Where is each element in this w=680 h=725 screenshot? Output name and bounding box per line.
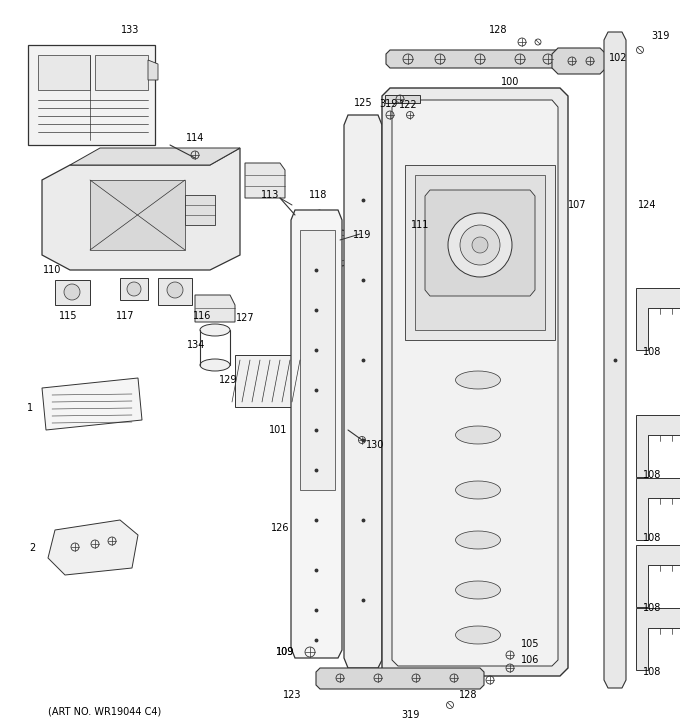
Text: 100: 100 [500,77,520,87]
Text: 119: 119 [353,230,371,240]
Text: 319: 319 [379,99,397,109]
Circle shape [472,237,488,253]
Text: 108: 108 [643,347,661,357]
Ellipse shape [456,626,500,644]
Text: 116: 116 [193,311,211,321]
Polygon shape [42,148,240,270]
Ellipse shape [456,426,500,444]
Polygon shape [604,32,626,688]
Text: 124: 124 [638,200,656,210]
Text: 130: 130 [366,440,384,450]
Ellipse shape [456,581,500,599]
Text: 106: 106 [521,655,539,665]
Text: 114: 114 [186,133,204,143]
Polygon shape [415,175,545,330]
Polygon shape [552,48,606,74]
Polygon shape [38,55,90,90]
Polygon shape [185,195,215,225]
Text: 2: 2 [29,543,35,553]
Polygon shape [636,415,680,477]
Circle shape [387,247,403,263]
Polygon shape [379,235,394,251]
Text: 319: 319 [401,710,419,720]
Text: 108: 108 [643,470,661,480]
Text: 126: 126 [271,523,289,533]
Polygon shape [295,210,325,228]
Polygon shape [120,278,148,300]
Text: 1: 1 [27,403,33,413]
Text: 101: 101 [269,425,287,435]
Text: 127: 127 [236,313,254,323]
Text: 105: 105 [521,639,539,649]
Polygon shape [300,230,335,490]
Polygon shape [70,148,240,165]
Polygon shape [235,355,310,407]
Text: 122: 122 [398,100,418,110]
Polygon shape [95,55,148,90]
Text: 108: 108 [643,603,661,613]
Polygon shape [397,236,413,252]
Text: 128: 128 [489,25,507,35]
Circle shape [64,284,80,300]
Polygon shape [636,608,680,670]
Circle shape [127,282,141,296]
Polygon shape [28,45,155,145]
Ellipse shape [200,324,230,336]
Text: 128: 128 [459,690,477,700]
Text: 134: 134 [187,340,205,350]
Polygon shape [148,60,158,80]
Text: 115: 115 [58,311,78,321]
Ellipse shape [456,531,500,549]
Text: 110: 110 [43,265,61,275]
Polygon shape [382,88,568,676]
Polygon shape [385,95,420,103]
Polygon shape [48,520,138,575]
Polygon shape [636,478,680,540]
Text: 118: 118 [309,190,327,200]
Polygon shape [392,100,558,666]
Polygon shape [291,210,342,658]
Polygon shape [55,280,90,305]
Polygon shape [316,668,484,689]
Text: 111: 111 [411,220,429,230]
Ellipse shape [456,481,500,499]
Polygon shape [386,261,401,274]
Polygon shape [425,190,535,296]
Polygon shape [42,378,142,430]
Text: 109: 109 [276,647,294,657]
Ellipse shape [200,359,230,371]
Text: 102: 102 [609,53,627,63]
Circle shape [167,282,183,298]
Text: 125: 125 [354,98,373,108]
Text: 108: 108 [643,667,661,677]
Polygon shape [344,115,382,668]
Circle shape [448,213,512,277]
Text: 109: 109 [276,647,294,657]
Polygon shape [375,252,390,267]
Ellipse shape [456,371,500,389]
Text: 123: 123 [283,690,301,700]
Circle shape [460,225,500,265]
Polygon shape [400,255,415,270]
Polygon shape [195,295,235,322]
Text: (ART NO. WR19044 C4): (ART NO. WR19044 C4) [48,707,161,717]
Text: 319: 319 [652,31,670,41]
Circle shape [360,220,430,290]
Polygon shape [360,225,375,238]
Polygon shape [636,545,680,607]
Polygon shape [405,165,555,340]
Polygon shape [386,50,562,68]
Polygon shape [636,288,680,350]
Text: 107: 107 [568,200,586,210]
Text: 108: 108 [643,533,661,543]
Polygon shape [245,163,285,198]
Polygon shape [158,278,192,305]
Text: 117: 117 [116,311,134,321]
Polygon shape [90,180,185,250]
Text: 129: 129 [219,375,237,385]
Text: 133: 133 [121,25,139,35]
Text: 113: 113 [261,190,279,200]
